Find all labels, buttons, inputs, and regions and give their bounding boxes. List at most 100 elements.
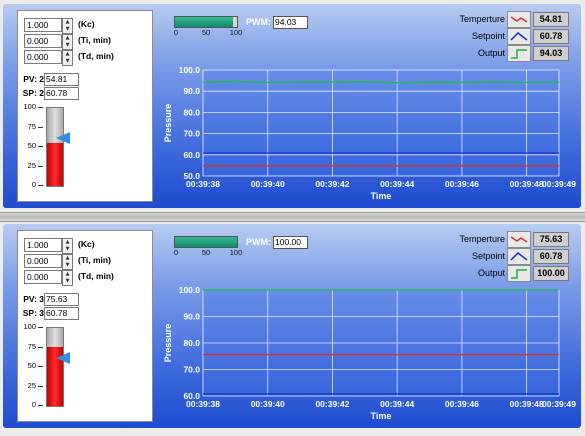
tank-tick-mark bbox=[38, 185, 43, 186]
tank-tick-mark bbox=[38, 126, 43, 128]
td-spinner[interactable]: ▲ ▼ bbox=[62, 50, 73, 66]
ti-input[interactable]: 0.000 bbox=[24, 34, 62, 48]
increment-arrow-icon[interactable]: ▲ bbox=[65, 239, 70, 245]
kc-input[interactable]: 1.000 bbox=[24, 18, 62, 32]
decrement-arrow-icon[interactable]: ▼ bbox=[65, 26, 70, 32]
x-axis-title: Time bbox=[371, 191, 392, 201]
pwm-tick-label: 50 bbox=[201, 28, 211, 37]
td-spinner[interactable]: ▲ ▼ bbox=[62, 270, 73, 286]
tank-tick-label: 100 bbox=[23, 322, 36, 331]
td-label: (Td, min) bbox=[78, 271, 114, 281]
tank-tick-label: 0 bbox=[31, 400, 36, 409]
pwm-scale: 0 50 100 bbox=[174, 248, 242, 260]
x-tick-label: 00:39:46 bbox=[445, 179, 479, 189]
legend-value: 54.81 bbox=[533, 12, 569, 27]
y-tick-label: 100.0 bbox=[179, 65, 201, 75]
plot-area[interactable] bbox=[202, 69, 560, 177]
x-tick-label: 00:39:40 bbox=[251, 399, 285, 409]
tank-scale: 100 75 50 25 0 bbox=[20, 323, 44, 409]
increment-arrow-icon[interactable]: ▲ bbox=[65, 19, 70, 25]
panel-splitter[interactable] bbox=[0, 212, 585, 222]
td-input[interactable]: 0.000 bbox=[24, 270, 62, 284]
tank-tick-label: 50 bbox=[27, 361, 36, 370]
blue-line-swatch-icon[interactable] bbox=[507, 28, 531, 45]
sp-value[interactable]: 60.78 bbox=[44, 87, 79, 100]
y-tick-label: 70.0 bbox=[183, 129, 200, 139]
pwm-tick-label: 50 bbox=[201, 248, 211, 257]
tank-tick-mark bbox=[38, 327, 43, 328]
legend-value: 100.00 bbox=[533, 266, 569, 281]
legend-row: Output 100.00 bbox=[449, 265, 573, 282]
legend-value: 60.78 bbox=[533, 249, 569, 264]
legend-label: Temperture bbox=[459, 14, 505, 24]
pv-value: 75.63 bbox=[44, 293, 79, 306]
decrement-arrow-icon[interactable]: ▼ bbox=[65, 246, 70, 252]
blue-line-swatch-icon[interactable] bbox=[507, 248, 531, 265]
pwm-fill bbox=[175, 17, 234, 27]
tank-tick-mark bbox=[38, 346, 43, 348]
pwm-progress-bar bbox=[174, 16, 238, 28]
decrement-arrow-icon[interactable]: ▼ bbox=[65, 278, 70, 284]
pid-controls-box: 1.000 ▲ ▼ (Kc) 0.000 ▲ ▼ (Ti, min) 0.000 ▲… bbox=[17, 230, 153, 422]
tank-tick-mark bbox=[38, 165, 43, 167]
pwm-tick-label: 100 bbox=[229, 28, 243, 37]
sp-label: SP: 2 bbox=[22, 88, 44, 98]
x-tick-label: 00:39:42 bbox=[315, 179, 349, 189]
kc-label: (Kc) bbox=[78, 19, 95, 29]
ti-spinner[interactable]: ▲ ▼ bbox=[62, 34, 73, 50]
y-tick-label: 90.0 bbox=[183, 86, 200, 96]
increment-arrow-icon[interactable]: ▲ bbox=[65, 51, 70, 57]
green-step-swatch-icon[interactable] bbox=[507, 45, 531, 62]
kc-spinner[interactable]: ▲ ▼ bbox=[62, 238, 73, 254]
increment-arrow-icon[interactable]: ▲ bbox=[65, 271, 70, 277]
td-label: (Td, min) bbox=[78, 51, 114, 61]
sp-label: SP: 3 bbox=[22, 308, 44, 318]
legend-label: Output bbox=[477, 268, 505, 278]
x-axis-title: Time bbox=[371, 411, 392, 421]
tank-scale: 100 75 50 25 0 bbox=[20, 103, 44, 189]
kc-label: (Kc) bbox=[78, 239, 95, 249]
pwm-tick-label: 0 bbox=[173, 28, 179, 37]
y-tick-label: 80.0 bbox=[183, 107, 200, 117]
pv-value: 54.81 bbox=[44, 73, 79, 86]
decrement-arrow-icon[interactable]: ▼ bbox=[65, 262, 70, 268]
legend-row: Setpoint 60.78 bbox=[449, 248, 573, 265]
pid-controls-box: 1.000 ▲ ▼ (Kc) 0.000 ▲ ▼ (Ti, min) 0.000 ▲… bbox=[17, 10, 153, 202]
ti-input[interactable]: 0.000 bbox=[24, 254, 62, 268]
pv-label: PV: 2 bbox=[23, 74, 44, 84]
pv-label: PV: 3 bbox=[23, 294, 44, 304]
ti-label: (Ti, min) bbox=[78, 35, 111, 45]
td-input[interactable]: 0.000 bbox=[24, 50, 62, 64]
y-tick-label: 80.0 bbox=[183, 338, 200, 348]
legend-value: 94.03 bbox=[533, 46, 569, 61]
tank-tick-label: 50 bbox=[27, 141, 36, 150]
setpoint-slider-pointer-icon[interactable] bbox=[56, 351, 70, 364]
y-axis-title: Pressure bbox=[163, 104, 173, 143]
ti-spinner[interactable]: ▲ ▼ bbox=[62, 254, 73, 270]
sp-value[interactable]: 60.78 bbox=[44, 307, 79, 320]
kc-spinner[interactable]: ▲ ▼ bbox=[62, 18, 73, 34]
legend-label: Output bbox=[477, 48, 505, 58]
green-step-swatch-icon[interactable] bbox=[507, 265, 531, 282]
tank-tick-mark bbox=[38, 146, 43, 147]
increment-arrow-icon[interactable]: ▲ bbox=[65, 255, 70, 261]
x-tick-label: 00:39:38 bbox=[186, 399, 220, 409]
tank-tick-label: 25 bbox=[27, 380, 36, 390]
setpoint-slider-pointer-icon[interactable] bbox=[56, 131, 70, 144]
decrement-arrow-icon[interactable]: ▼ bbox=[65, 58, 70, 64]
red-line-swatch-icon[interactable] bbox=[507, 231, 531, 248]
x-tick-label: 00:39:49 bbox=[542, 399, 576, 409]
increment-arrow-icon[interactable]: ▲ bbox=[65, 35, 70, 41]
legend-row: Output 94.03 bbox=[449, 45, 573, 62]
kc-input[interactable]: 1.000 bbox=[24, 238, 62, 252]
red-line-swatch-icon[interactable] bbox=[507, 11, 531, 28]
x-tick-label: 00:39:48 bbox=[510, 179, 544, 189]
legend-row: Setpoint 60.78 bbox=[449, 28, 573, 45]
y-tick-label: 100.0 bbox=[179, 285, 201, 295]
pwm-tick-label: 100 bbox=[229, 248, 243, 257]
pid-loop-panel-1: 1.000 ▲ ▼ (Kc) 0.000 ▲ ▼ (Ti, min) 0.000 ▲… bbox=[3, 4, 581, 208]
pwm-progress-bar bbox=[174, 236, 238, 248]
y-tick-label: 50.0 bbox=[183, 171, 200, 181]
decrement-arrow-icon[interactable]: ▼ bbox=[65, 42, 70, 48]
tank-tick-mark bbox=[38, 385, 43, 387]
